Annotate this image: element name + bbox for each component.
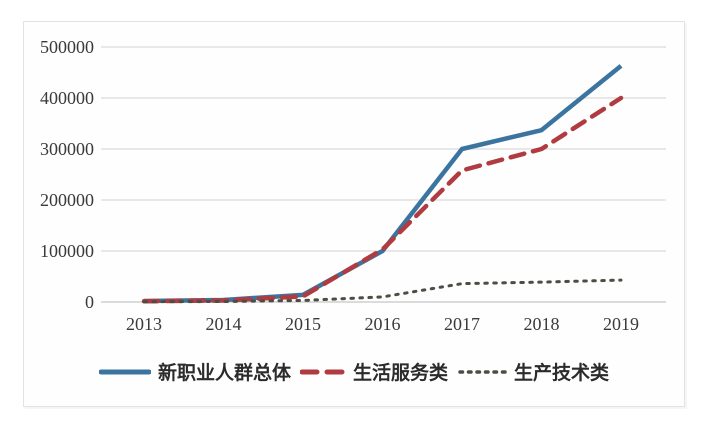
- series-line-2: [142, 278, 623, 304]
- legend-line-dotted-icon: [458, 369, 507, 374]
- x-axis-tick-label: 2019: [603, 314, 639, 334]
- legend-label-life-services: 生活服务类: [352, 363, 448, 384]
- y-axis-tick-label: 500000: [40, 37, 94, 57]
- legend-item-life-services: 生活服务类: [299, 358, 448, 385]
- line-chart-svg: 0 100000 200000 300000 400000 500000 2013 2014 2…: [40, 37, 666, 334]
- y-axis-tick-label: 100000: [40, 241, 94, 261]
- chart-legend: 新职业人群总体 生活服务类 生产技术类: [24, 358, 684, 385]
- x-axis-tick-label: 2017: [444, 314, 480, 334]
- x-axis-tick-label: 2015: [285, 314, 321, 334]
- x-axis-tick-label: 2016: [365, 314, 401, 334]
- x-axis-tick-label: 2014: [206, 314, 242, 334]
- y-axis-tick-label: 400000: [40, 88, 94, 108]
- y-axis-tick-label: 0: [85, 292, 94, 312]
- legend-label-production-tech: 生产技术类: [514, 363, 610, 384]
- legend-item-overall: 新职业人群总体: [98, 358, 291, 385]
- series-line-0: [143, 64, 623, 304]
- legend-item-production-tech: 生产技术类: [457, 358, 609, 385]
- y-axis-tick-label: 300000: [40, 139, 94, 159]
- y-axis-tick-label: 200000: [40, 190, 94, 210]
- chart-card: 0 100000 200000 300000 400000 500000 2013 2014 2…: [23, 21, 685, 407]
- series-line-1: [141, 95, 624, 304]
- legend-line-solid-icon: [98, 369, 151, 374]
- x-axis-tick-label: 2018: [524, 314, 560, 334]
- legend-label-overall: 新职业人群总体: [157, 363, 291, 384]
- legend-line-dashed-icon: [299, 369, 346, 374]
- x-axis-tick-label: 2013: [126, 314, 162, 334]
